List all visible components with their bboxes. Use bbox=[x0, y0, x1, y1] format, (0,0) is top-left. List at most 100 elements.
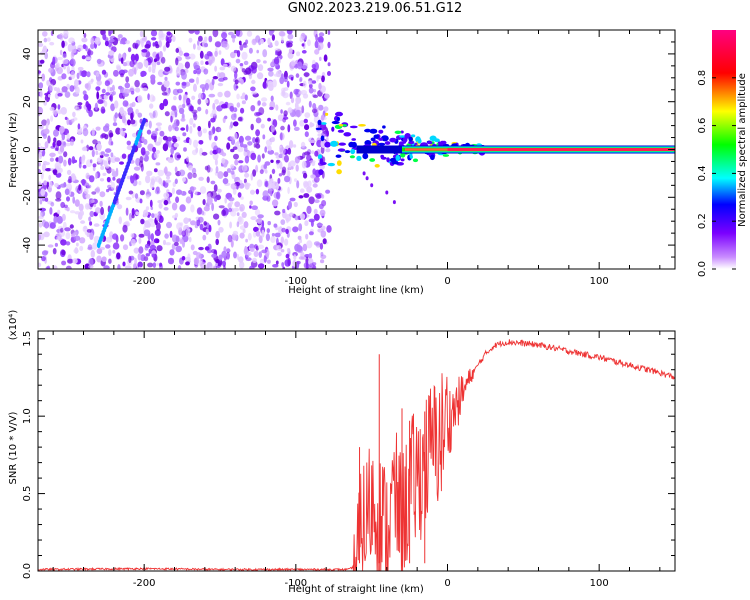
noise-speckle bbox=[263, 164, 268, 169]
noise-speckle bbox=[261, 220, 265, 228]
noise-speckle bbox=[287, 147, 292, 155]
noise-speckle bbox=[86, 50, 94, 56]
noise-speckle bbox=[88, 216, 92, 222]
noise-speckle bbox=[165, 242, 171, 246]
noise-speckle bbox=[251, 66, 257, 74]
noise-speckle bbox=[295, 73, 300, 78]
noise-speckle bbox=[155, 186, 160, 192]
noise-speckle bbox=[149, 244, 157, 250]
noise-speckle bbox=[144, 44, 151, 49]
noise-speckle bbox=[309, 121, 313, 128]
noise-speckle bbox=[152, 110, 156, 118]
transition-blob bbox=[386, 157, 390, 163]
noise-speckle bbox=[211, 108, 217, 117]
noise-speckle bbox=[49, 207, 53, 215]
noise-speckle bbox=[100, 165, 105, 170]
noise-speckle bbox=[148, 248, 152, 254]
noise-speckle bbox=[121, 115, 126, 124]
noise-speckle bbox=[221, 250, 227, 258]
noise-speckle bbox=[293, 126, 300, 131]
noise-speckle bbox=[214, 41, 222, 48]
snr-x-axis-label: Height of straight line (km) bbox=[288, 584, 424, 595]
transition-blob bbox=[351, 138, 357, 141]
noise-speckle bbox=[147, 143, 154, 152]
noise-speckle bbox=[236, 102, 241, 108]
noise-speckle bbox=[112, 249, 116, 254]
noise-speckle bbox=[261, 153, 265, 159]
noise-speckle bbox=[157, 200, 163, 204]
noise-speckle bbox=[77, 123, 81, 130]
noise-speckle bbox=[196, 68, 202, 75]
noise-speckle bbox=[249, 205, 252, 209]
noise-speckle bbox=[230, 170, 235, 175]
noise-speckle bbox=[255, 164, 259, 173]
transition-blob bbox=[382, 125, 386, 129]
noise-speckle bbox=[318, 203, 324, 210]
noise-speckle bbox=[257, 263, 265, 269]
noise-speckle bbox=[270, 95, 274, 102]
noise-speckle bbox=[81, 178, 86, 186]
noise-speckle bbox=[295, 88, 301, 98]
noise-speckle bbox=[49, 106, 55, 111]
noise-speckle bbox=[210, 190, 217, 199]
noise-speckle bbox=[199, 84, 207, 89]
noise-speckle bbox=[208, 59, 213, 65]
noise-speckle bbox=[42, 45, 47, 54]
noise-speckle bbox=[204, 43, 208, 48]
noise-speckle bbox=[277, 177, 281, 184]
noise-speckle bbox=[198, 35, 203, 42]
noise-speckle bbox=[83, 94, 89, 101]
noise-speckle bbox=[153, 152, 159, 159]
noise-speckle bbox=[72, 258, 78, 264]
noise-speckle bbox=[273, 56, 280, 65]
noise-speckle bbox=[169, 249, 175, 256]
signal-line-core bbox=[447, 148, 675, 151]
noise-speckle bbox=[264, 169, 268, 174]
noise-speckle bbox=[54, 183, 59, 188]
noise-speckle bbox=[179, 204, 186, 212]
noise-speckle bbox=[255, 143, 261, 149]
noise-speckle bbox=[91, 128, 95, 137]
noise-speckle bbox=[119, 127, 124, 136]
transition-blob bbox=[412, 158, 419, 163]
noise-speckle bbox=[239, 232, 245, 239]
transition-blob bbox=[400, 152, 406, 158]
noise-speckle bbox=[236, 50, 241, 58]
noise-speckle bbox=[296, 245, 303, 252]
noise-speckle bbox=[159, 130, 165, 137]
noise-speckle bbox=[251, 205, 258, 210]
noise-speckle bbox=[309, 160, 316, 164]
noise-speckle bbox=[318, 82, 322, 90]
noise-speckle bbox=[125, 76, 130, 83]
noise-speckle bbox=[178, 169, 186, 177]
noise-speckle bbox=[188, 37, 193, 43]
noise-speckle bbox=[251, 38, 257, 46]
noise-speckle bbox=[312, 168, 317, 175]
noise-speckle bbox=[149, 181, 155, 189]
noise-speckle bbox=[112, 242, 120, 250]
noise-speckle bbox=[106, 157, 111, 161]
noise-speckle bbox=[242, 44, 248, 48]
noise-speckle bbox=[268, 187, 272, 196]
noise-speckle bbox=[296, 51, 301, 57]
transition-blob bbox=[378, 137, 383, 141]
noise-speckle bbox=[180, 118, 186, 122]
noise-speckle bbox=[81, 146, 88, 152]
noise-speckle bbox=[74, 105, 78, 110]
noise-speckle bbox=[190, 244, 195, 251]
noise-speckle bbox=[276, 159, 281, 164]
noise-speckle bbox=[43, 100, 48, 106]
noise-speckle bbox=[285, 101, 291, 106]
noise-speckle bbox=[96, 143, 102, 151]
noise-speckle bbox=[175, 48, 180, 53]
noise-speckle bbox=[137, 261, 143, 268]
noise-speckle bbox=[49, 83, 54, 91]
transition-blob bbox=[427, 141, 433, 145]
noise-speckle bbox=[128, 190, 134, 195]
noise-speckle bbox=[218, 254, 223, 261]
noise-speckle bbox=[69, 85, 75, 92]
noise-speckle bbox=[120, 57, 124, 64]
noise-speckle bbox=[212, 30, 219, 38]
noise-speckle bbox=[45, 122, 49, 130]
noise-speckle bbox=[78, 184, 82, 191]
